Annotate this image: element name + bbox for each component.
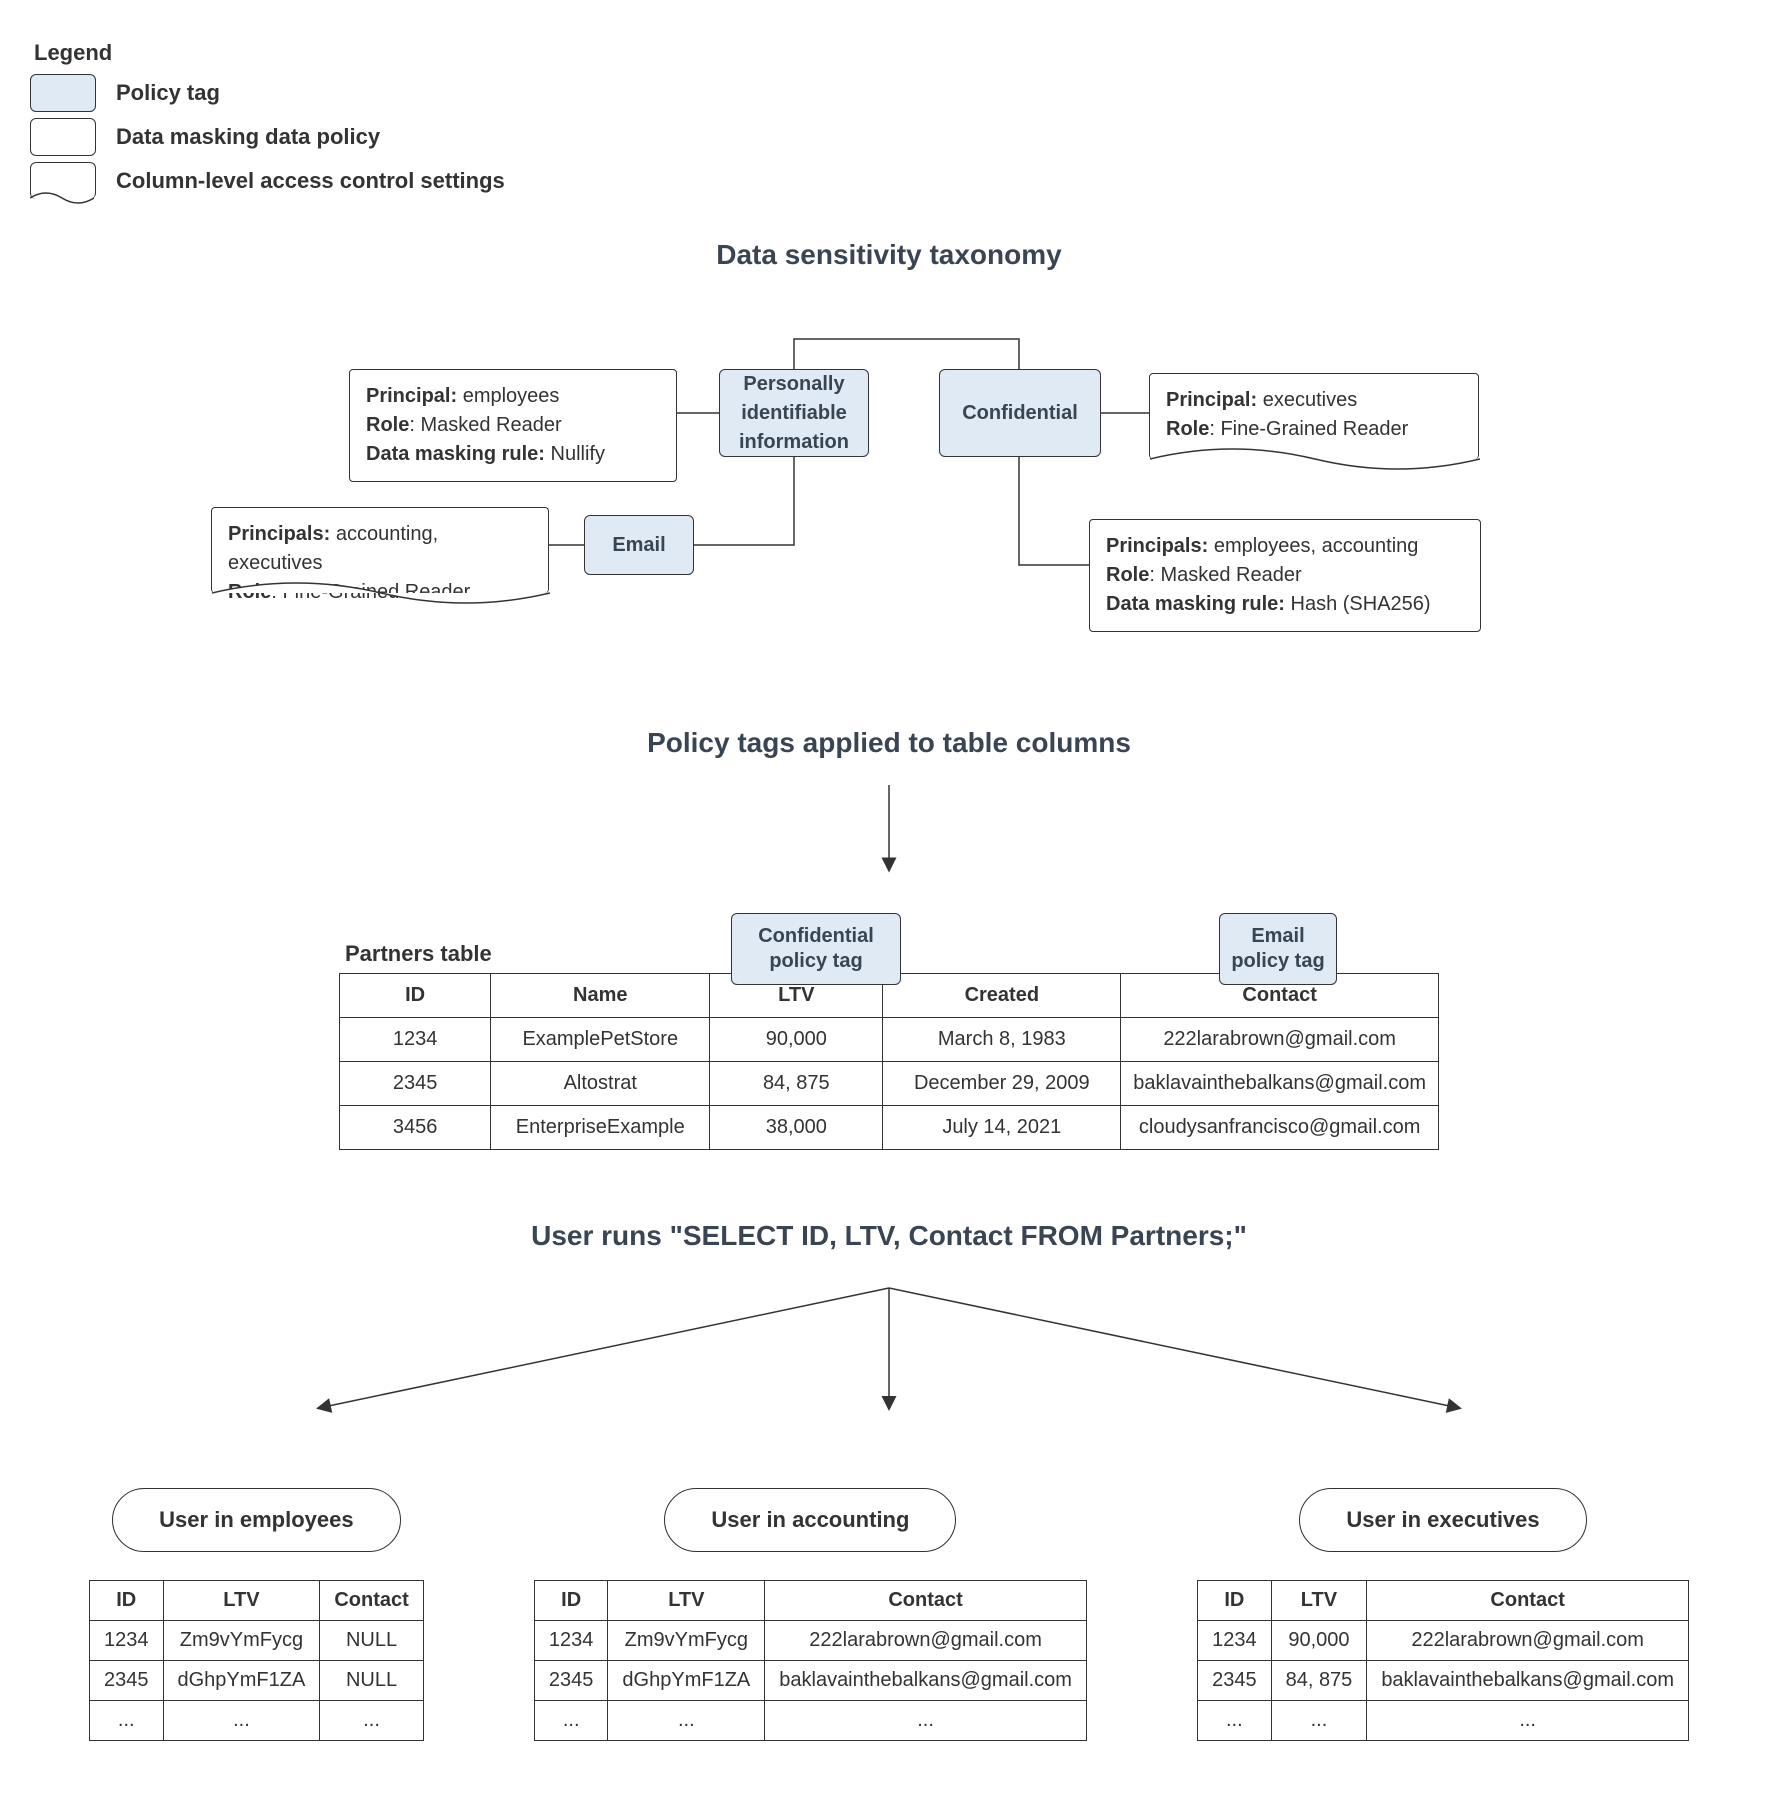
pill-executives: User in executives [1299, 1488, 1586, 1552]
table-row: 3456EnterpriseExample38,000July 14, 2021… [340, 1106, 1439, 1150]
legend-row-policy: Data masking data policy [30, 118, 1748, 156]
legend-label-policy: Data masking data policy [116, 124, 380, 150]
result-executives: User in executives ID LTV Contact 123490… [1197, 1488, 1689, 1741]
table-accounting: ID LTV Contact 1234Zm9vYmFycg222larabrow… [534, 1580, 1087, 1741]
heading-applied: Policy tags applied to table columns [30, 727, 1748, 759]
table-row: 234584, 875baklavainthebalkans@gmail.com [1198, 1661, 1689, 1701]
email-access-box: Principals: accounting, executives Role:… [211, 507, 549, 593]
table-row: 2345dGhpYmF1ZAbaklavainthebalkans@gmail.… [534, 1661, 1086, 1701]
table-row: 1234Zm9vYmFycgNULL [90, 1621, 424, 1661]
email-column-tag: Emailpolicy tag [1219, 913, 1337, 985]
confidential-tag-label: Confidential [962, 399, 1078, 428]
table-row: ......... [90, 1701, 424, 1741]
legend-row-access: Column-level access control settings [30, 162, 1748, 199]
result-employees: User in employees ID LTV Contact 1234Zm9… [89, 1488, 424, 1741]
table-employees: ID LTV Contact 1234Zm9vYmFycgNULL2345dGh… [89, 1580, 424, 1741]
heading-query: User runs "SELECT ID, LTV, Contact FROM … [30, 1220, 1748, 1252]
table-row: 123490,000222larabrown@gmail.com [1198, 1621, 1689, 1661]
arrow-down-1 [30, 785, 1748, 881]
legend: Legend Policy tag Data masking data poli… [30, 40, 1748, 199]
partners-table: ID Name LTV Created Contact 1234ExampleP… [339, 973, 1439, 1150]
legend-swatch-access [30, 162, 96, 199]
results-row: User in employees ID LTV Contact 1234Zm9… [89, 1488, 1689, 1741]
table-executives: ID LTV Contact 123490,000222larabrown@gm… [1197, 1580, 1689, 1741]
confidential-tag: Confidential [939, 369, 1101, 457]
table-row: 1234Zm9vYmFycg222larabrown@gmail.com [534, 1621, 1086, 1661]
legend-label-tag: Policy tag [116, 80, 220, 106]
legend-row-tag: Policy tag [30, 74, 1748, 112]
table-row: 2345Altostrat84, 875December 29, 2009bak… [340, 1062, 1439, 1106]
legend-swatch-tag [30, 74, 96, 112]
pii-tag: Personally identifiable information [719, 369, 869, 457]
table-row: ......... [1198, 1701, 1689, 1741]
confidential-policy-box: Principals: employees, accounting Role: … [1089, 519, 1481, 632]
pii-policy-box: Principal: employees Role: Masked Reader… [349, 369, 677, 482]
table-row: 1234ExamplePetStore90,000March 8, 198322… [340, 1018, 1439, 1062]
legend-label-access: Column-level access control settings [116, 168, 505, 194]
partners-table-wrap: Partners table Confidentialpolicy tag Em… [339, 941, 1439, 1150]
result-accounting: User in accounting ID LTV Contact 1234Zm… [534, 1488, 1087, 1741]
legend-swatch-policy [30, 118, 96, 156]
confidential-access-box: Principal: executives Role: Fine-Grained… [1149, 373, 1479, 459]
pii-tag-label: Personally identifiable information [730, 370, 858, 457]
legend-title: Legend [34, 40, 1748, 66]
table-row: ......... [534, 1701, 1086, 1741]
email-tag: Email [584, 515, 694, 575]
email-tag-label: Email [612, 531, 665, 560]
heading-taxonomy: Data sensitivity taxonomy [30, 239, 1748, 271]
pill-employees: User in employees [112, 1488, 400, 1552]
branch-arrows [89, 1278, 1689, 1428]
table-row: 2345dGhpYmF1ZANULL [90, 1661, 424, 1701]
confidential-column-tag: Confidentialpolicy tag [731, 913, 901, 985]
pill-accounting: User in accounting [664, 1488, 956, 1552]
taxonomy-diagram: Principal: employees Role: Masked Reader… [189, 297, 1589, 677]
